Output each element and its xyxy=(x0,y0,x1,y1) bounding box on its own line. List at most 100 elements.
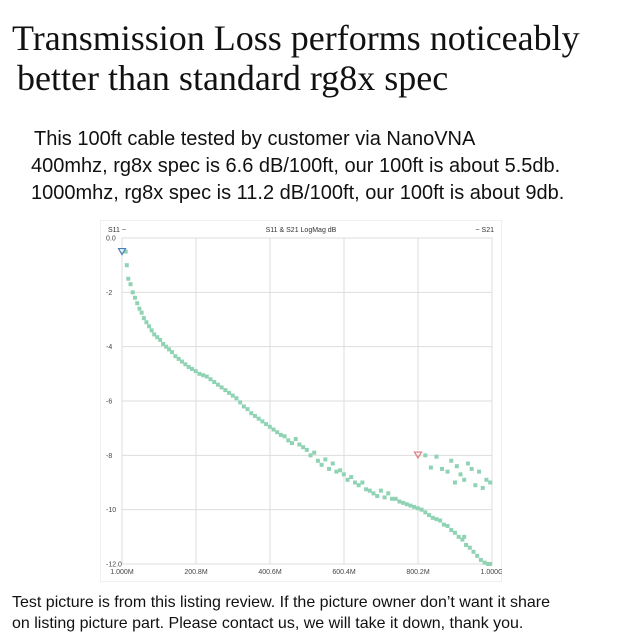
data-point xyxy=(441,522,446,527)
data-point xyxy=(141,316,146,321)
data-point xyxy=(252,413,257,418)
axes: 1.000M 200.8M 400.6M 600.4M 800.2M 1.000G 0.0 -… xyxy=(106,236,503,577)
data-point xyxy=(464,542,469,547)
data-point xyxy=(445,469,450,474)
data-point xyxy=(423,510,428,515)
data-point xyxy=(212,379,217,384)
data-point xyxy=(375,494,380,499)
data-point xyxy=(397,499,402,504)
data-point xyxy=(271,427,276,432)
chart-container: S11 ~ S11 & S21 LogMag dB ~ S21 1.000M 20… xyxy=(99,219,503,583)
data-point xyxy=(319,462,324,467)
data-point xyxy=(449,458,454,463)
data-point xyxy=(445,523,450,528)
data-point xyxy=(170,350,174,355)
footer-note: Test picture is from this listing review… xyxy=(12,592,632,634)
data-point xyxy=(415,506,420,511)
data-point xyxy=(132,295,137,300)
data-point xyxy=(186,365,191,370)
data-point xyxy=(219,385,224,390)
data-point xyxy=(488,562,493,566)
data-point xyxy=(484,477,489,482)
left-trace-label: S11 ~ xyxy=(108,227,126,234)
data-point xyxy=(234,396,239,401)
data-point xyxy=(152,332,157,337)
y-tick-label: -12.0 xyxy=(106,562,122,569)
data-point xyxy=(264,422,269,427)
data-point xyxy=(334,469,339,474)
data-point xyxy=(401,500,406,505)
data-point xyxy=(382,495,387,500)
data-point xyxy=(428,465,433,470)
data-point xyxy=(480,485,485,490)
data-point xyxy=(144,320,149,325)
data-point xyxy=(454,464,459,469)
data-point xyxy=(338,468,343,473)
y-tick-label: -10 xyxy=(106,507,116,514)
description-line-2: 400mhz, rg8x spec is 6.6 dB/100ft, our 1… xyxy=(31,155,561,177)
data-point xyxy=(341,472,346,477)
data-point xyxy=(204,374,209,379)
data-point xyxy=(419,507,424,512)
data-point xyxy=(183,362,188,367)
loss-chart: S11 ~ S11 & S21 LogMag dB ~ S21 1.000M 20… xyxy=(99,219,503,583)
data-point xyxy=(304,447,309,452)
data-point xyxy=(208,377,213,382)
data-point xyxy=(488,480,493,485)
data-point xyxy=(434,517,439,522)
x-tick-label: 400.6M xyxy=(258,569,282,576)
data-point xyxy=(356,483,361,488)
data-point xyxy=(147,324,152,329)
data-point xyxy=(475,553,480,558)
right-trace-label: ~ S21 xyxy=(476,227,495,234)
data-point xyxy=(135,301,140,306)
data-point xyxy=(412,504,417,509)
data-point xyxy=(423,453,428,458)
data-point xyxy=(452,530,457,535)
data-point xyxy=(176,356,181,361)
grid xyxy=(121,237,493,565)
data-point xyxy=(386,491,391,496)
data-point xyxy=(260,419,265,424)
data-point xyxy=(360,480,365,485)
data-point xyxy=(438,518,443,523)
data-point xyxy=(158,337,163,342)
data-point xyxy=(345,477,350,482)
data-point xyxy=(449,528,454,533)
data-point xyxy=(323,457,328,462)
data-point xyxy=(473,483,478,488)
data-point xyxy=(215,382,220,387)
data-point xyxy=(241,404,246,409)
data-point xyxy=(434,454,439,459)
y-tick-label: -2 xyxy=(106,290,112,297)
data-point xyxy=(286,438,291,443)
data-point xyxy=(371,491,376,496)
data-point xyxy=(155,335,160,340)
chart-title: S11 & S21 LogMag dB xyxy=(266,227,337,234)
data-point xyxy=(315,458,320,463)
data-point xyxy=(223,388,228,393)
marker-start xyxy=(117,247,127,256)
data-point xyxy=(367,488,372,493)
data-point xyxy=(301,445,306,450)
data-point xyxy=(128,282,133,287)
data-point xyxy=(478,557,483,562)
data-point xyxy=(308,453,313,458)
x-tick-label: 1.000M xyxy=(110,569,134,576)
data-point xyxy=(249,411,254,416)
data-point xyxy=(404,502,409,507)
data-point xyxy=(458,472,463,477)
description-line-3: 1000mhz, rg8x spec is 11.2 dB/100ft, our… xyxy=(31,182,565,204)
data-point xyxy=(275,430,280,435)
data-points xyxy=(123,249,493,566)
headline-line-1: Transmission Loss performs noticeably xyxy=(12,18,580,58)
data-point xyxy=(297,442,302,447)
data-point xyxy=(460,537,465,542)
data-point xyxy=(130,290,135,295)
data-point xyxy=(462,477,467,482)
data-point xyxy=(123,249,128,254)
marker-end xyxy=(413,451,423,460)
data-point xyxy=(124,263,129,268)
data-point xyxy=(173,354,178,359)
data-point xyxy=(427,513,432,518)
